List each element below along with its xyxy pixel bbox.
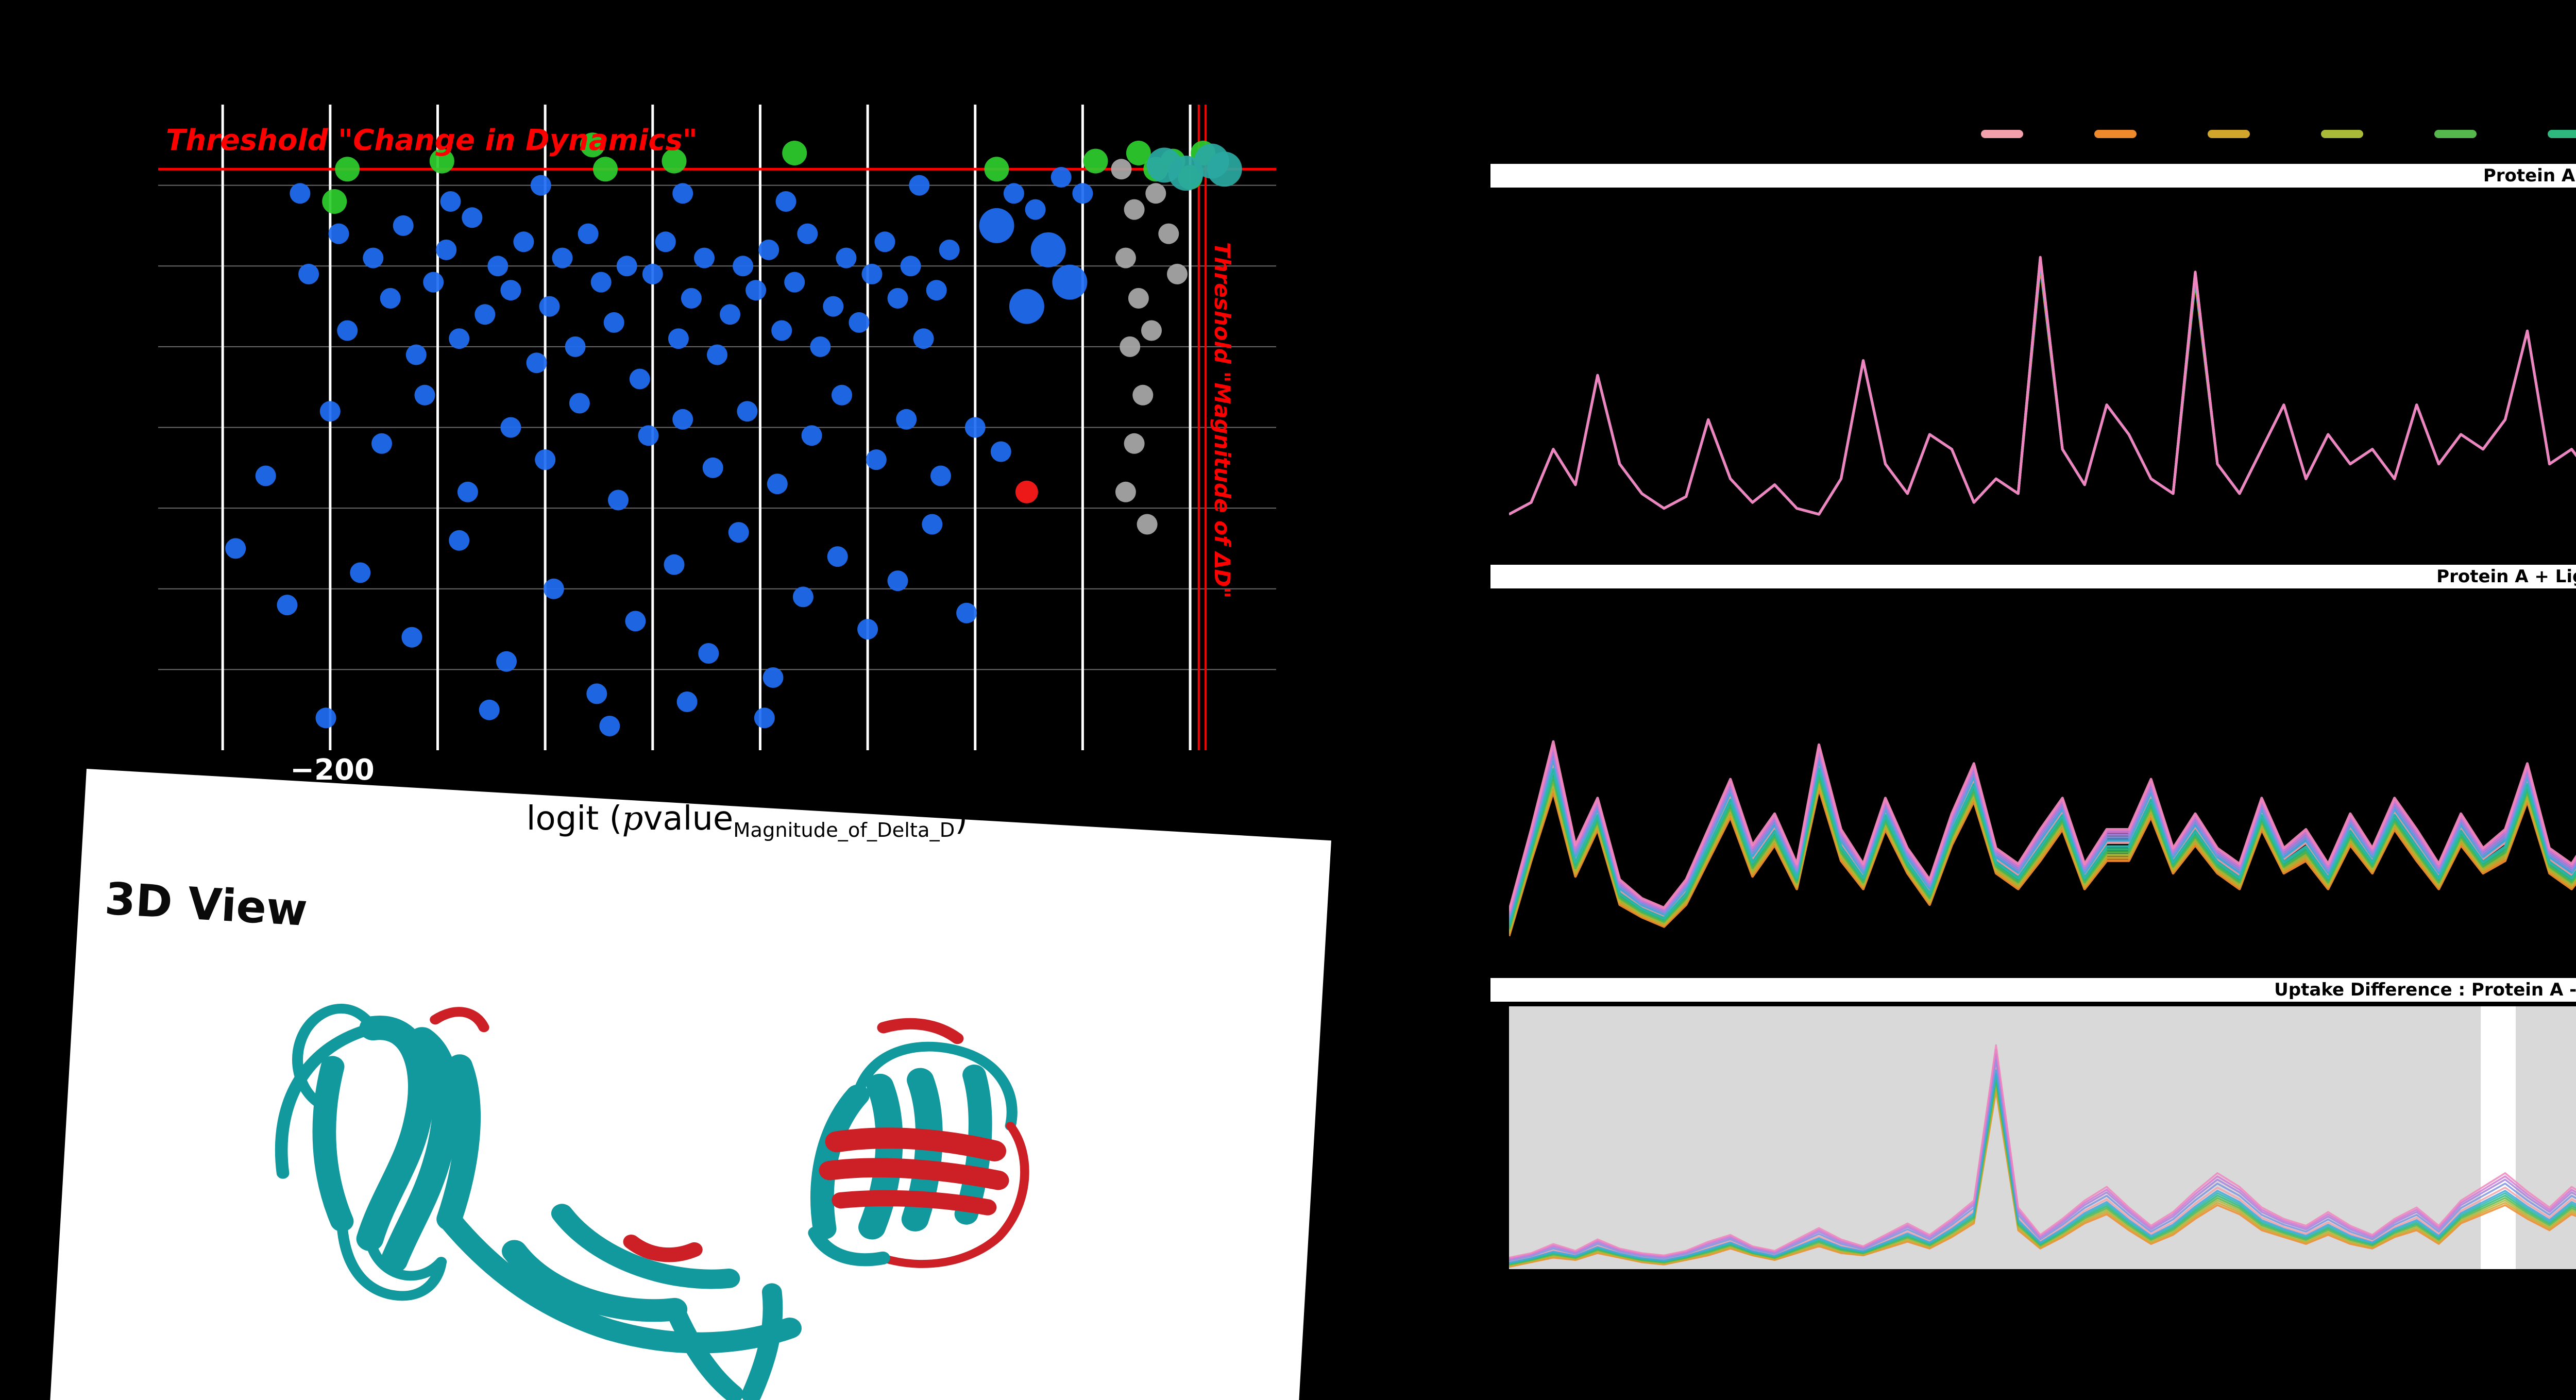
legend-swatch-timepoint-3[interactable] xyxy=(2208,130,2250,138)
3d-view-title: 3D View xyxy=(103,873,309,937)
volcano-plot[interactable] xyxy=(158,105,1276,750)
chart-title-uptake-difference-text: Uptake Difference : Protein A - (Protein… xyxy=(2274,980,2576,1000)
x-axis-title-subscript: Magnitude_of_Delta_D xyxy=(733,818,955,842)
x-axis-tick-label: −200 xyxy=(290,753,375,787)
uptake-chart-protein-a-ligand[interactable] xyxy=(1509,594,2576,955)
structure-3d-panel[interactable]: 3D View xyxy=(41,769,1331,1400)
legend-swatch-timepoint-2[interactable] xyxy=(2094,130,2137,138)
chart-title-protein-a-text: Protein A xyxy=(2483,165,2575,186)
x-axis-title-mid: value xyxy=(643,800,734,838)
chart-title-protein-a-ligand-text: Protein A + Ligand xyxy=(2436,566,2576,587)
threshold-dynamics-label: Threshold "Change in Dynamics" xyxy=(166,124,698,157)
threshold-magnitude-label: Threshold "Magnitude of ΔD" xyxy=(1210,242,1235,599)
chart-title-protein-a: Protein A xyxy=(1490,164,2576,188)
uptake-difference-chart[interactable] xyxy=(1509,1006,2576,1269)
legend-swatch-timepoint-1[interactable] xyxy=(1981,130,2023,138)
legend-swatch-timepoint-5[interactable] xyxy=(2434,130,2477,138)
uptake-chart-protein-a[interactable] xyxy=(1509,198,2576,538)
x-axis-title-p: p xyxy=(622,800,643,838)
x-axis-title: logit (pvalueMagnitude_of_Delta_D) xyxy=(464,800,1030,842)
x-axis-title-pre: logit ( xyxy=(526,800,622,838)
timepoint-legend xyxy=(1981,130,2576,138)
legend-swatch-timepoint-4[interactable] xyxy=(2321,130,2363,138)
chart-title-protein-a-ligand: Protein A + Ligand xyxy=(1490,565,2576,588)
legend-swatch-timepoint-6[interactable] xyxy=(2548,130,2576,138)
chart-title-uptake-difference: Uptake Difference : Protein A - (Protein… xyxy=(1490,978,2576,1002)
protein-ribbon xyxy=(275,1004,1029,1400)
x-axis-title-post: ) xyxy=(955,800,968,838)
